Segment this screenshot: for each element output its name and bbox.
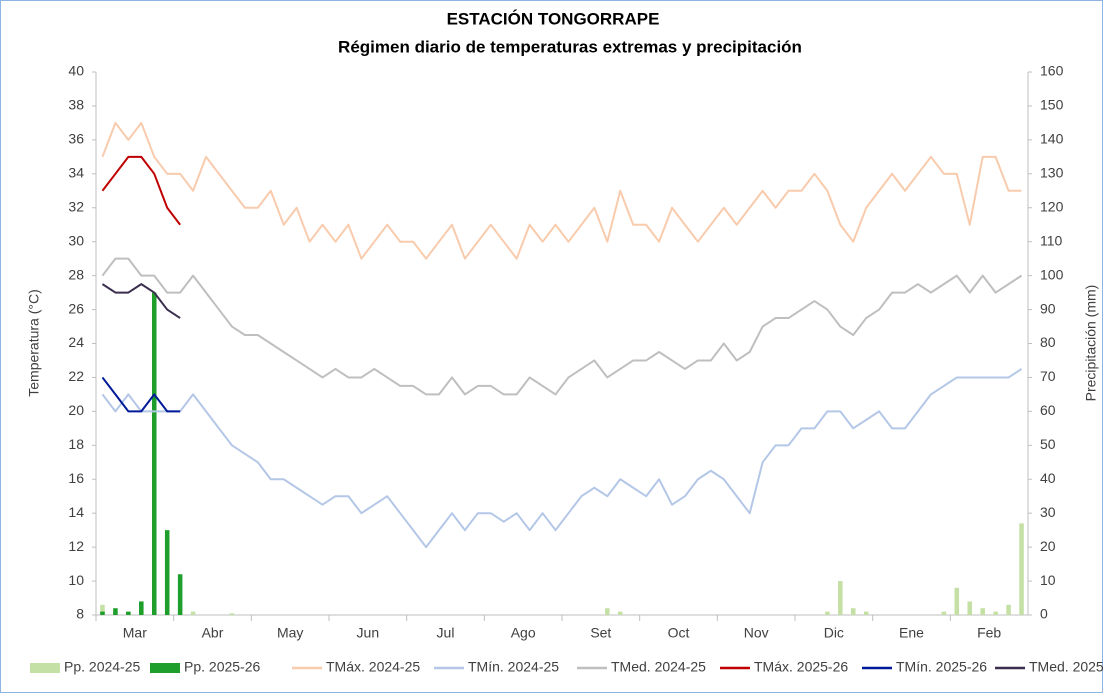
y2-tick-label: 120 [1040, 198, 1064, 214]
legend-label: TMed. 2024-25 [611, 659, 706, 675]
y2-tick-label: 90 [1040, 300, 1056, 316]
x-tick-label: Mar [123, 625, 147, 641]
y2-tick-label: 160 [1040, 63, 1064, 79]
y2-tick-label: 0 [1040, 606, 1048, 622]
x-tick-label: Jul [437, 625, 455, 641]
precip-bar [967, 601, 973, 615]
y-axis-label: Temperatura (°C) [26, 289, 42, 397]
legend-swatch [30, 663, 60, 673]
y2-axis-label: Precipitación (mm) [1083, 285, 1099, 402]
y-tick-label: 24 [68, 334, 84, 350]
y2-tick-label: 150 [1040, 97, 1064, 113]
precip-bar [190, 611, 196, 615]
precip-bar [838, 581, 843, 615]
precip-bar [980, 608, 985, 615]
y2-tick-label: 100 [1040, 266, 1064, 282]
legend-label: Pp. 2025-26 [184, 659, 260, 675]
y-tick-label: 18 [68, 436, 84, 452]
legend-label: TMáx. 2024-25 [326, 659, 420, 675]
y-tick-label: 28 [68, 266, 84, 282]
precip-bar [863, 611, 869, 615]
x-tick-label: Ene [899, 625, 924, 641]
y2-tick-label: 10 [1040, 572, 1056, 588]
y2-tick-label: 130 [1040, 165, 1064, 181]
temp-line [101, 257, 1023, 396]
temp-line [101, 376, 181, 413]
precip-bar [100, 611, 105, 615]
y2-tick-label: 80 [1040, 334, 1056, 350]
x-tick-label: Oct [668, 625, 690, 641]
precip-bar [993, 611, 998, 615]
y-tick-label: 34 [68, 165, 84, 181]
precip-bar [1019, 523, 1024, 615]
x-tick-label: Ago [511, 625, 536, 641]
y-tick-label: 30 [68, 232, 84, 248]
legend-swatch [150, 663, 180, 673]
y2-tick-label: 60 [1040, 402, 1056, 418]
precip-bar [954, 587, 960, 615]
x-tick-label: Feb [977, 625, 1001, 641]
legend-label: Pp. 2024-25 [64, 659, 140, 675]
legend-label: TMed. 2025-26 [1029, 659, 1103, 675]
y-tick-label: 10 [68, 572, 84, 588]
precip-bar [177, 574, 183, 615]
precip-bar [941, 611, 947, 615]
precip-bar [151, 292, 157, 615]
precip-bar [605, 608, 610, 615]
y2-tick-label: 70 [1040, 368, 1056, 384]
chart-subtitle: Régimen diario de temperaturas extremas … [338, 37, 802, 56]
chart-title: ESTACIÓN TONGORRAPE [447, 9, 660, 28]
y2-tick-label: 20 [1040, 538, 1056, 554]
y-tick-label: 20 [68, 402, 84, 418]
temp-line [101, 121, 1022, 260]
x-tick-label: Abr [202, 625, 224, 641]
temp-line [101, 283, 181, 319]
temp-line [101, 368, 1023, 549]
x-tick-label: Dic [824, 625, 844, 641]
y-tick-label: 16 [68, 470, 84, 486]
x-tick-label: Set [590, 625, 611, 641]
y2-tick-label: 40 [1040, 470, 1056, 486]
legend-label: TMín. 2024-25 [468, 659, 559, 675]
y-tick-label: 12 [68, 538, 84, 554]
precip-bar [825, 611, 830, 615]
precip-bar [126, 611, 131, 615]
legend-label: TMáx. 2025-26 [754, 659, 848, 675]
precip-bar [1006, 604, 1011, 615]
y-tick-label: 14 [68, 504, 84, 520]
x-tick-label: May [277, 625, 303, 641]
x-tick-label: Jun [357, 625, 380, 641]
y-tick-label: 8 [76, 606, 84, 622]
y-tick-label: 22 [68, 368, 84, 384]
precip-bar [617, 611, 623, 615]
precip-bar [113, 608, 118, 615]
precip-bar [850, 608, 856, 615]
legend-label: TMín. 2025-26 [896, 659, 987, 675]
y2-tick-label: 30 [1040, 504, 1056, 520]
x-tick-label: Nov [744, 625, 769, 641]
y-tick-label: 32 [68, 198, 84, 214]
y-tick-label: 26 [68, 300, 84, 316]
y-tick-label: 38 [68, 97, 84, 113]
y-tick-label: 36 [68, 131, 84, 147]
precip-bar [164, 530, 170, 615]
temp-line [101, 155, 181, 226]
y2-tick-label: 110 [1040, 232, 1063, 248]
y-tick-label: 40 [68, 63, 84, 79]
precip-bar [229, 613, 235, 615]
precip-bar [100, 604, 105, 615]
precip-bar [139, 601, 144, 615]
y2-tick-label: 140 [1040, 131, 1064, 147]
y2-tick-label: 50 [1040, 436, 1056, 452]
